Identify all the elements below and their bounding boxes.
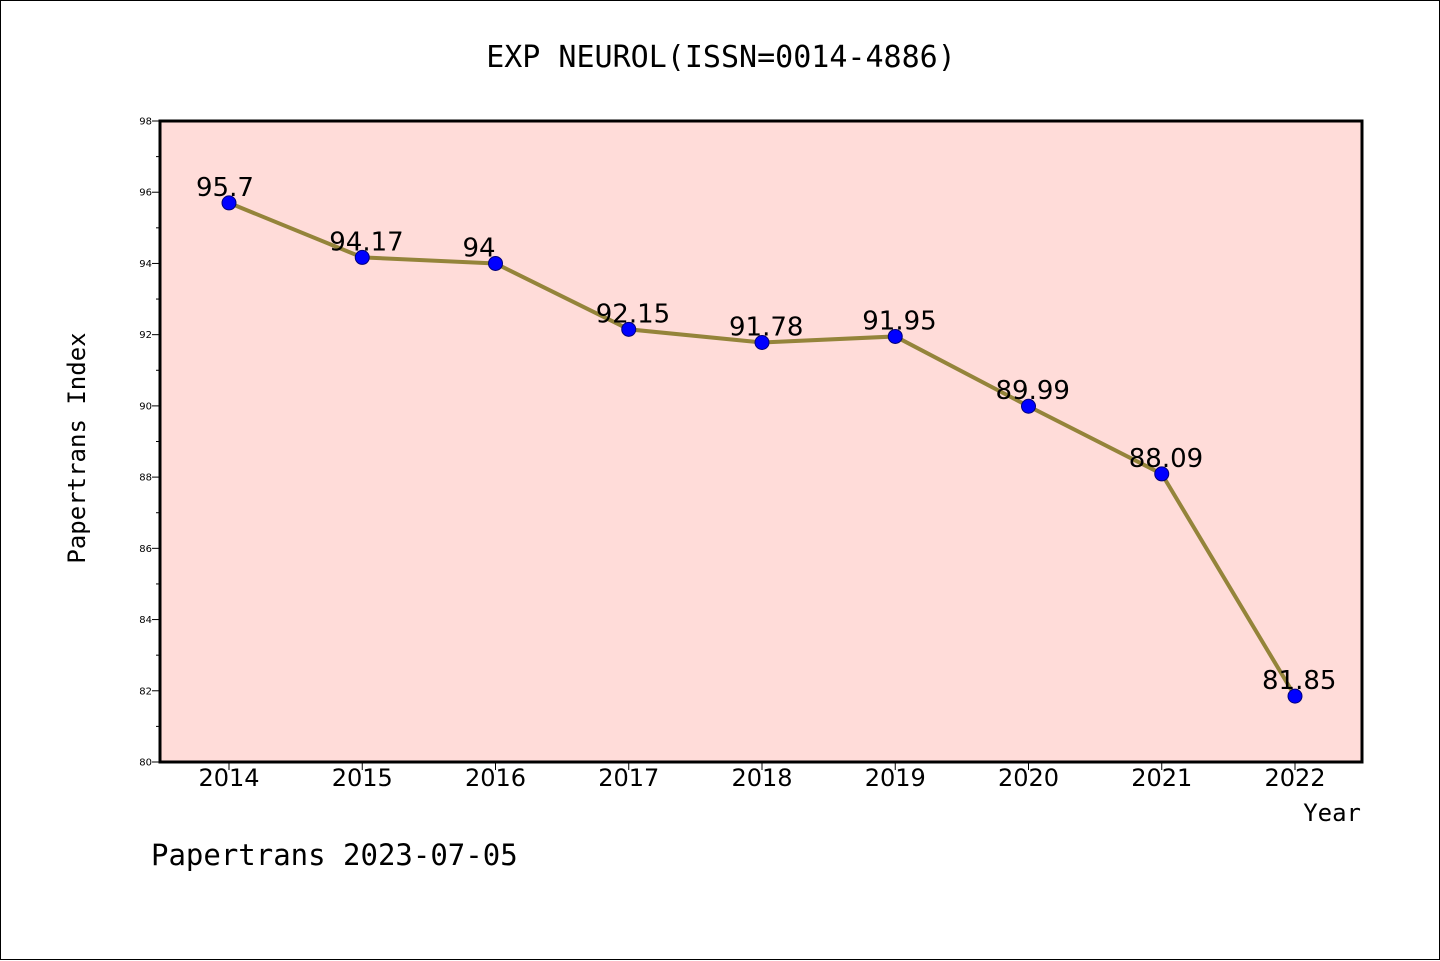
data-label: 94.17 <box>329 227 403 257</box>
y-tick-label: 90 <box>139 401 152 412</box>
data-point <box>1154 466 1170 482</box>
data-point <box>354 249 370 265</box>
data-point <box>887 328 903 344</box>
data-label: 91.78 <box>729 313 803 343</box>
y-tick-label: 92 <box>139 330 152 341</box>
x-axis-label: Year <box>1303 799 1361 827</box>
x-tick-label: 2017 <box>598 764 659 792</box>
series-line <box>221 195 1303 704</box>
x-tick-label: 2015 <box>332 764 393 792</box>
x-tick-label: 2016 <box>465 764 526 792</box>
x-tick-label: 2019 <box>865 764 926 792</box>
data-point <box>488 255 503 271</box>
data-label: 88.09 <box>1129 444 1203 474</box>
data-label: 81.85 <box>1262 666 1336 696</box>
y-tick-label: 94 <box>139 259 152 270</box>
y-tick-label: 98 <box>139 117 152 128</box>
data-point <box>621 321 637 337</box>
chart-title: EXP NEUROL(ISSN=0014-4886) <box>486 40 956 75</box>
data-label: 94 <box>463 233 496 263</box>
data-point <box>221 195 237 211</box>
data-label: 95.7 <box>196 173 254 203</box>
x-tick-label: 2021 <box>1131 764 1192 792</box>
data-point <box>754 335 770 351</box>
data-label: 89.99 <box>996 376 1070 406</box>
x-tick-label: 2018 <box>731 764 792 792</box>
y-axis-label: Papertrans Index <box>63 332 91 563</box>
data-point <box>1021 398 1036 414</box>
y-tick-label: 80 <box>139 758 152 769</box>
x-tick-label: 2014 <box>198 764 259 792</box>
data-label: 92.15 <box>596 299 670 329</box>
data-point <box>1287 688 1303 704</box>
x-tick-label: 2020 <box>998 764 1059 792</box>
y-tick-label: 82 <box>139 686 152 697</box>
x-axis: 2014 2015 2016 2017 2018 2019 2020 2021 2022 <box>198 762 1326 792</box>
x-tick-label: 2022 <box>1264 764 1325 792</box>
data-labels: 95.7 94.17 94 92.15 91.78 91.95 89.99 88.09 81.8… <box>196 173 1336 696</box>
y-tick-label: 96 <box>139 188 152 199</box>
data-label: 91.95 <box>862 306 936 336</box>
y-tick-label: 84 <box>139 615 152 626</box>
footer-text: Papertrans 2023-07-05 <box>151 838 518 872</box>
y-tick-label: 88 <box>139 473 152 484</box>
plot-area <box>158 119 1364 764</box>
y-tick-label: 86 <box>139 544 152 555</box>
y-axis: 80 82 84 86 88 90 92 94 96 98 <box>139 117 160 769</box>
